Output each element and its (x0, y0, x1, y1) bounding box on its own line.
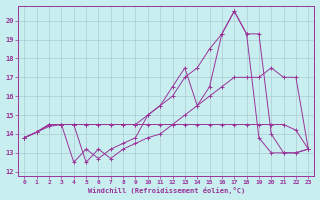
X-axis label: Windchill (Refroidissement éolien,°C): Windchill (Refroidissement éolien,°C) (88, 187, 245, 194)
